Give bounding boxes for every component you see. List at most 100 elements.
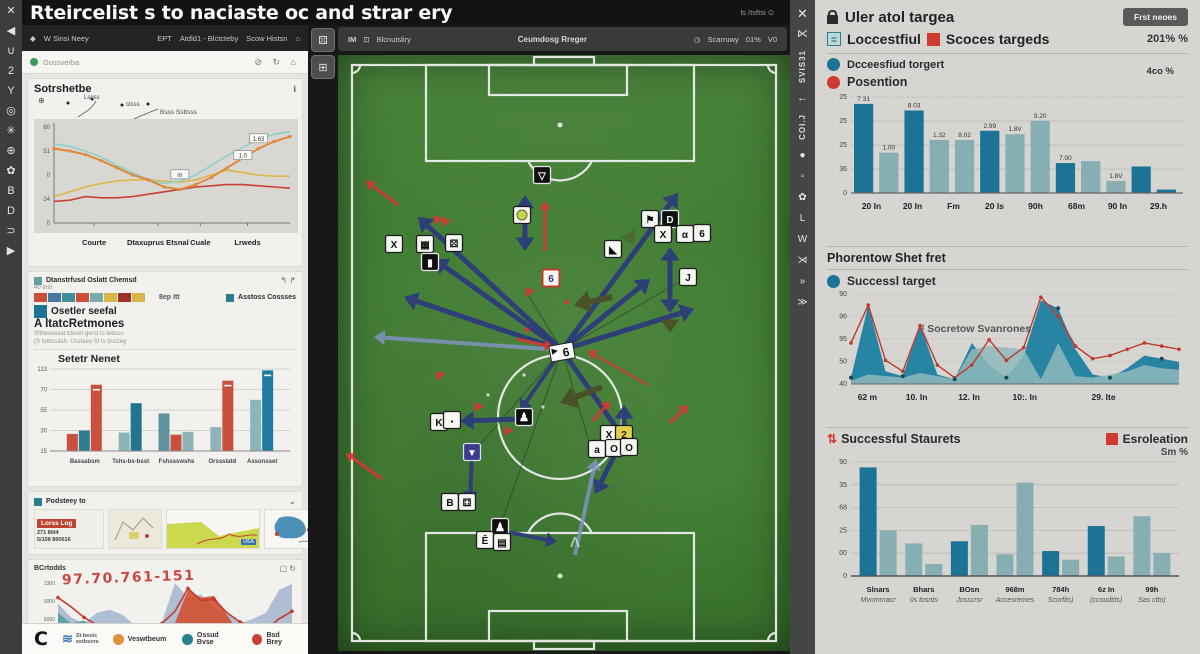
staurets-section: ⇅ Successful Staurets Esroleation Sm % 9… [827,432,1188,621]
swatch [34,293,47,302]
tool-icon[interactable]: B [7,185,15,197]
left-subbar: Gossverba ⊘ ↻ ⌂ [22,51,308,74]
thumbnail-map-2[interactable] [264,509,308,549]
tool-icon[interactable]: W [797,234,808,246]
svg-text:♟: ♟ [495,522,505,534]
svg-text:68: 68 [839,505,847,512]
board-tool-button-2[interactable]: ⊞ [311,55,335,79]
svg-text:2.99: 2.99 [983,123,996,130]
tool-icon[interactable]: ▶ [6,245,16,257]
tool-icon[interactable]: ⋊ [797,255,808,267]
corner-icons[interactable]: ↰ ↱ [280,276,296,285]
svg-text:68m: 68m [1068,201,1085,211]
svg-text:B: B [446,498,453,509]
chart-annotations: ⊕ Lsqss stsss Bsss Ssttsss [34,95,296,120]
svg-text:20 In: 20 In [903,201,922,211]
left-menubar: ◆ W Sinsi Neey EPT Atdld1 - Blctcteby Sc… [22,25,308,51]
tool-icon[interactable]: ✿ [6,165,16,177]
svg-text:6: 6 [699,229,705,240]
svg-text:Josscrsr: Josscrsr [955,597,983,604]
tool-icon[interactable]: ≫ [797,297,808,309]
svg-text:90: 90 [839,291,847,298]
tool-icon[interactable]: ✿ [798,192,807,204]
workspace-name[interactable]: Gossverba [43,57,80,67]
gallery-card: Podsteey to ⌄ Lorss Log 271 80t4 5/108 8… [27,491,308,555]
right-toolbar: ✕ ⋉ SVIS31 ← COI.J ● ▫ ✿ L W ⋊ » ≫ [790,0,815,654]
dice-icon: ⚄ [318,34,328,47]
thumbnail-stats[interactable]: Lorss Log 271 80t4 5/108 800616 [34,509,104,549]
mid-label: 8ep Itt [159,294,180,301]
svg-text:6000: 6000 [44,617,55,623]
legendC: Esroleation [1122,432,1188,446]
dock-icon[interactable]: ⋉ [797,28,808,40]
legend-title: A ltatcRetmones [34,318,125,330]
chartB-title: Phorentow Shet fret [827,251,946,265]
svg-text:20 Is: 20 Is [985,201,1004,211]
toolbar-mode-label[interactable]: Blcnutsliry [376,34,411,44]
tool-icon[interactable]: ● [799,150,806,162]
svg-text:968m: 968m [1005,585,1025,594]
square-icon[interactable]: ⊡ [363,34,370,44]
tool-icon[interactable]: ◀ [6,25,16,37]
tool-icon[interactable]: 2 [7,65,15,77]
svg-text:ᵗ Socretow Svanrones: ᵗ Socretow Svanrones [922,323,1031,335]
menu-item-ept[interactable]: EPT [157,33,172,43]
menu-label[interactable]: W Sinsi Neey [43,33,89,43]
tool-icon[interactable]: ∪ [6,45,16,57]
swatch [132,293,145,302]
svg-text:▼: ▼ [467,448,477,459]
svg-text:0s tosnts: 0s tosnts [910,597,939,604]
title-meta: ls /tsftsi ⊙ [740,8,774,17]
tool-icon[interactable]: ⊕ [6,145,16,157]
tool-icon[interactable]: ⊃ [6,225,16,237]
tool-icon[interactable]: D [7,205,15,217]
swatch [118,293,131,302]
board-tool-button-1[interactable]: ⚄ [311,28,335,52]
legend-note: Sfthessevat btesm gerst ts tebsss [34,331,124,337]
back-arrow-icon[interactable]: ← [797,92,808,105]
tool-icon[interactable]: L [799,213,806,225]
toolbar-right-label[interactable]: Scarruwy [707,34,739,44]
svg-text:10. In: 10. In [906,392,928,402]
svg-text:9.20: 9.20 [1034,113,1047,120]
left-panel: ◆ W Sinsi Neey EPT Atdld1 - Blctcteby Sc… [22,25,308,654]
trend-icons[interactable]: ▢ ↻ [279,564,296,573]
svg-text:0: 0 [843,573,847,580]
svg-text:35: 35 [839,482,847,489]
gallery-label: Podsteey to [46,498,86,505]
clock-icon: ◷ [693,34,701,44]
first-moves-button[interactable]: Frst neoes [1123,8,1188,26]
targets-section: 4co % Dcceesfiud torgert Posention 25 25 2… [827,58,1188,242]
legend-dot-icon [112,633,124,645]
tool-icon[interactable]: Y [7,85,15,97]
dist-sub: 40 tnst [34,285,53,291]
legend-label: Ossud Bvse [196,632,219,646]
menu-item-atdld[interactable]: Atdld1 - Blctcteby [179,33,239,43]
svg-text:55: 55 [40,408,47,414]
swatch [90,293,103,302]
svg-text:1.00: 1.00 [883,145,896,152]
close-icon[interactable]: ✕ [797,6,808,21]
chevron-down-icon[interactable]: ⌄ [288,496,296,506]
svg-text:▪: ▪ [451,417,454,426]
subbar-icons[interactable]: ⊘ ↻ ⌂ [254,56,300,67]
tool-icon[interactable]: ◎ [6,105,16,117]
badge-line: 271 80t4 [37,530,59,536]
menu-item-scow[interactable]: Scow Histsn [246,33,288,43]
svg-text:70: 70 [40,388,47,394]
main-legend-label: Osetler seefal [51,306,117,317]
thumbnail-map-1[interactable] [108,509,162,549]
brand-line: estbsore [75,639,99,645]
toolbar-left[interactable]: IM [348,34,357,44]
thumbnail-area[interactable]: U6A [166,509,260,549]
tool-icon[interactable]: » [799,276,806,288]
info-icon[interactable]: i [293,84,296,94]
svg-text:25: 25 [839,94,847,101]
swatch [48,293,61,302]
home-icon[interactable]: ⌂ [295,33,300,43]
svg-text:Slnars: Slnars [867,585,890,594]
tool-icon[interactable]: ✕ [6,5,16,17]
tool-icon[interactable]: ▫ [800,171,805,183]
tool-icon[interactable]: ✳ [6,125,16,137]
